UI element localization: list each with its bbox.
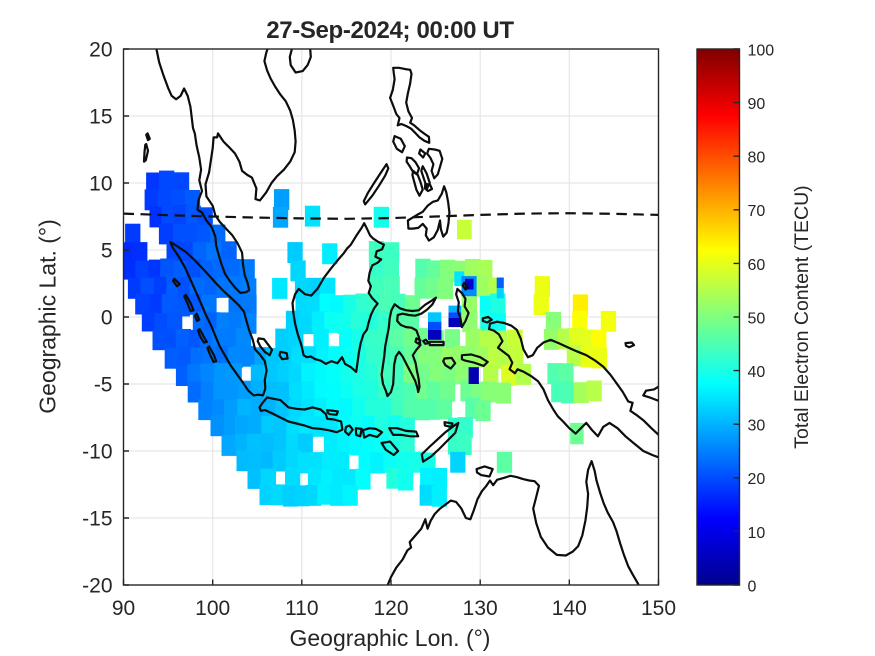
svg-text:0: 0 xyxy=(101,306,113,329)
svg-text:40: 40 xyxy=(748,364,766,381)
svg-text:-20: -20 xyxy=(82,574,112,597)
svg-text:90: 90 xyxy=(748,96,766,113)
svg-text:140: 140 xyxy=(552,597,587,620)
svg-text:20: 20 xyxy=(748,471,766,488)
svg-text:30: 30 xyxy=(748,418,766,435)
svg-text:60: 60 xyxy=(748,257,766,274)
svg-text:120: 120 xyxy=(373,597,408,620)
svg-text:150: 150 xyxy=(641,597,676,620)
svg-text:80: 80 xyxy=(748,150,766,167)
svg-text:90: 90 xyxy=(112,597,135,620)
svg-text:Total Electron Content (TECU): Total Electron Content (TECU) xyxy=(791,185,813,448)
svg-text:Geographic Lon. (°): Geographic Lon. (°) xyxy=(290,625,491,651)
svg-text:70: 70 xyxy=(748,203,766,220)
svg-text:20: 20 xyxy=(89,38,112,61)
svg-text:-10: -10 xyxy=(82,440,112,463)
svg-text:130: 130 xyxy=(463,597,498,620)
svg-text:5: 5 xyxy=(101,239,113,262)
svg-text:100: 100 xyxy=(748,42,775,59)
svg-text:Geographic Lat. (°): Geographic Lat. (°) xyxy=(35,219,61,414)
svg-text:110: 110 xyxy=(285,597,318,620)
svg-text:-5: -5 xyxy=(94,373,113,396)
svg-text:100: 100 xyxy=(195,597,230,620)
svg-text:50: 50 xyxy=(748,310,766,327)
svg-text:10: 10 xyxy=(748,525,766,542)
svg-text:27-Sep-2024; 00:00 UT: 27-Sep-2024; 00:00 UT xyxy=(266,17,514,44)
svg-text:15: 15 xyxy=(89,105,112,128)
svg-text:-15: -15 xyxy=(82,507,112,530)
svg-text:0: 0 xyxy=(748,578,757,595)
svg-text:10: 10 xyxy=(89,172,112,195)
